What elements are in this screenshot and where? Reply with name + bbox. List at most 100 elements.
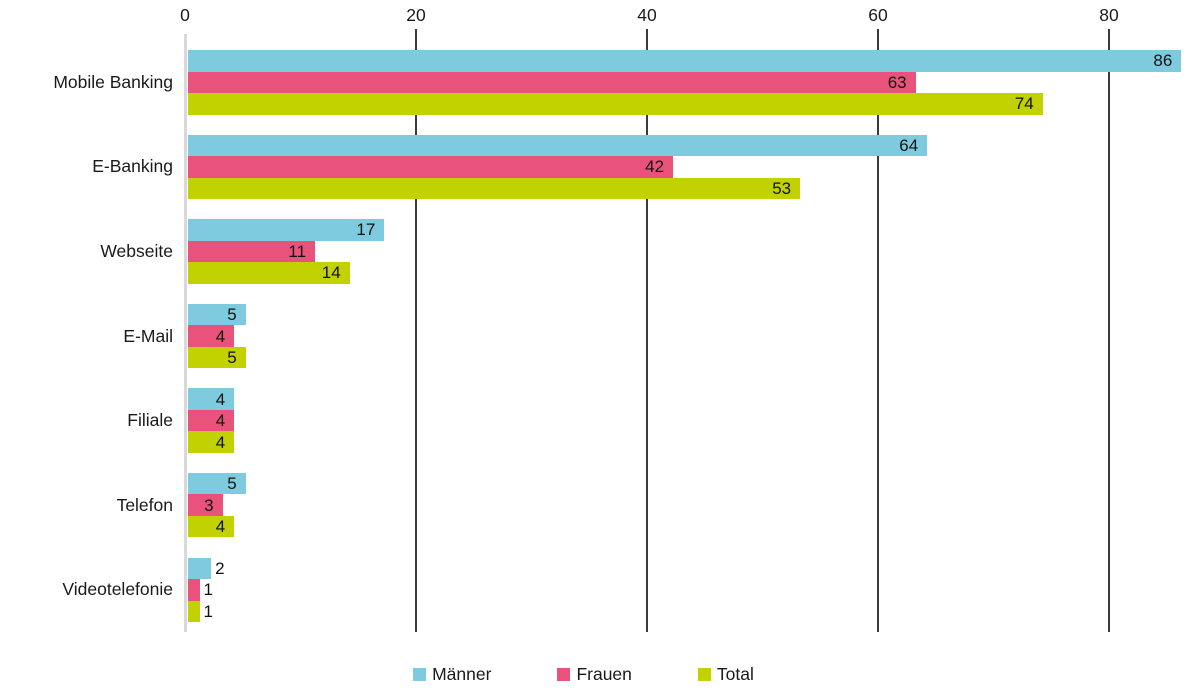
category-label: Mobile Banking: [53, 71, 173, 92]
bar-frauen: 42: [188, 156, 674, 178]
bar-total: 4: [188, 515, 235, 538]
bar-total: 4: [188, 431, 235, 453]
gridline: [1108, 40, 1110, 632]
value-label: 5: [227, 474, 237, 494]
zero-axis-line: [184, 34, 187, 632]
bar-slot: 5: [188, 472, 1195, 495]
legend-item-frauen: Frauen: [557, 663, 632, 685]
x-axis-tick-label: 40: [637, 5, 657, 25]
value-label: 42: [645, 157, 665, 177]
bar-slot: 3: [188, 494, 1195, 516]
bar-frauen: 11: [188, 240, 316, 263]
gridline: [415, 40, 417, 632]
gridline: [646, 40, 648, 632]
bar-maenner: 4: [188, 388, 235, 410]
category-row: Filiale 4 4 4: [0, 378, 1195, 463]
category-label: E-Banking: [92, 156, 173, 177]
bar-slot: 2: [188, 557, 1195, 579]
legend-item-total: Total: [697, 663, 754, 685]
bar-frauen: 63: [188, 71, 916, 94]
bar-slot: 86: [188, 50, 1195, 72]
bar-maenner: 5: [188, 472, 246, 495]
bar-slot: 74: [188, 93, 1195, 115]
value-label: 14: [321, 263, 341, 283]
value-label: 4: [215, 411, 226, 431]
bar-maenner: 64: [188, 134, 928, 157]
category-label: Videotelefonie: [62, 579, 173, 600]
value-label: 53: [772, 178, 792, 198]
value-label: 3: [204, 495, 214, 515]
category-row: Webseite 17 11 14: [0, 209, 1195, 294]
bar-slot: 42: [188, 156, 1195, 178]
category-label: Telefon: [116, 494, 173, 515]
bar-total: 5: [188, 346, 246, 369]
bar-maenner: 86: [188, 50, 1182, 72]
x-axis-tick-mark: [415, 29, 417, 40]
gridline: [877, 40, 879, 632]
plot-area: Mobile Banking 86 63 74 E-Banking 64 42 53 Webse…: [0, 34, 1195, 632]
category-label: Filiale: [127, 410, 173, 431]
bar-slot: 1: [188, 579, 1195, 601]
category-row: E-Banking 64 42 53: [0, 125, 1195, 210]
bar-slot: 4: [188, 515, 1195, 538]
bar-total: 14: [188, 262, 350, 284]
value-label: 4: [215, 517, 226, 537]
value-label: 5: [227, 348, 237, 368]
legend-swatch-frauen: [557, 667, 571, 681]
legend-swatch-maenner: [413, 667, 427, 681]
x-axis-tick-label: 80: [1099, 5, 1119, 25]
legend-swatch-total: [697, 667, 711, 681]
bar-total: 74: [188, 93, 1043, 115]
legend: Männer Frauen Total: [0, 660, 1181, 688]
bar-slot: 11: [188, 240, 1195, 263]
x-axis-tick-label: 20: [406, 5, 426, 25]
value-label: 1: [203, 601, 214, 621]
value-label: 11: [288, 241, 307, 261]
legend-label: Frauen: [576, 663, 632, 684]
value-label: 4: [215, 326, 226, 346]
bar-group: 64 42 53: [188, 134, 1195, 200]
bar-group: 17 11 14: [188, 219, 1195, 284]
category-label: Webseite: [100, 240, 173, 261]
legend-label: Männer: [432, 663, 492, 684]
category-row: Telefon 5 3 4: [0, 463, 1195, 548]
category-row: E-Mail 5 4 5: [0, 294, 1195, 379]
bar-slot: 4: [188, 431, 1195, 453]
bar-frauen: [188, 579, 200, 601]
bar-slot: 4: [188, 325, 1195, 347]
x-axis-tick-mark: [1108, 29, 1110, 40]
bar-slot: 14: [188, 262, 1195, 284]
bar-frauen: 4: [188, 409, 235, 432]
bar-total: [188, 600, 200, 622]
category-row: Videotelefonie 2 1 1: [0, 547, 1195, 632]
bar-slot: 4: [188, 409, 1195, 432]
value-label: 2: [215, 558, 225, 578]
bar-slot: 1: [188, 600, 1195, 622]
bar-group: 86 63 74: [188, 50, 1195, 115]
x-axis-tick-mark: [646, 29, 648, 40]
x-axis-tick-label: 0: [180, 5, 190, 25]
value-label: 86: [1153, 51, 1173, 71]
x-axis-tick-mark: [877, 29, 879, 40]
bar-slot: 17: [188, 219, 1195, 241]
category-rows: Mobile Banking 86 63 74 E-Banking 64 42 53 Webse…: [0, 40, 1195, 632]
bar-slot: 5: [188, 303, 1195, 326]
x-axis-tick-label: 60: [868, 5, 888, 25]
value-label: 1: [203, 580, 214, 600]
bar-slot: 4: [188, 388, 1195, 410]
bar-maenner: 5: [188, 303, 246, 326]
legend-label: Total: [716, 663, 754, 684]
bar-slot: 53: [188, 177, 1195, 200]
bar-maenner: 17: [188, 219, 385, 241]
bar-slot: 63: [188, 71, 1195, 94]
bar-maenner: [188, 557, 212, 579]
bar-slot: 5: [188, 346, 1195, 369]
value-label: 4: [215, 389, 226, 409]
value-label: 5: [227, 305, 237, 325]
bar-total: 53: [188, 177, 801, 200]
